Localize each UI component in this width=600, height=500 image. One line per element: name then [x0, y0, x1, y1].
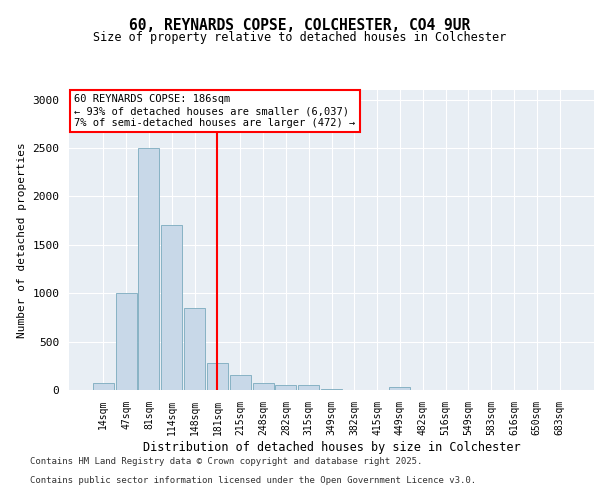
Bar [389, 387, 410, 390]
Text: Size of property relative to detached houses in Colchester: Size of property relative to detached ho… [94, 31, 506, 44]
Bar [275, 385, 296, 390]
X-axis label: Distribution of detached houses by size in Colchester: Distribution of detached houses by size … [143, 440, 520, 454]
Text: Contains public sector information licensed under the Open Government Licence v3: Contains public sector information licen… [30, 476, 476, 485]
Text: Contains HM Land Registry data © Crown copyright and database right 2025.: Contains HM Land Registry data © Crown c… [30, 458, 422, 466]
Bar [207, 364, 228, 390]
Bar [298, 385, 319, 390]
Text: 60, REYNARDS COPSE, COLCHESTER, CO4 9UR: 60, REYNARDS COPSE, COLCHESTER, CO4 9UR [130, 18, 470, 32]
Bar [161, 226, 182, 390]
Text: 60 REYNARDS COPSE: 186sqm
← 93% of detached houses are smaller (6,037)
7% of sem: 60 REYNARDS COPSE: 186sqm ← 93% of detac… [74, 94, 355, 128]
Bar [116, 293, 137, 390]
Bar [184, 308, 205, 390]
Bar [321, 389, 342, 390]
Bar [93, 382, 114, 390]
Bar [230, 376, 251, 390]
Bar [253, 382, 274, 390]
Bar [139, 148, 160, 390]
Y-axis label: Number of detached properties: Number of detached properties [17, 142, 27, 338]
